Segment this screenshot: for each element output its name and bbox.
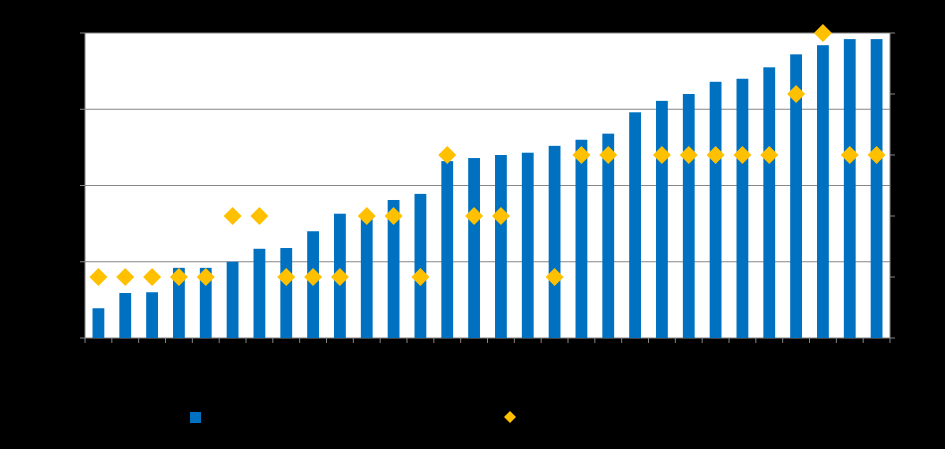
bar (870, 39, 883, 338)
bar (280, 248, 293, 338)
diamond-marker (491, 207, 510, 225)
bar (199, 267, 212, 338)
diamond-marker (813, 24, 832, 42)
diamond-marker (787, 85, 806, 103)
diamond-marker (89, 268, 108, 286)
diamond-marker (330, 268, 349, 286)
diamond-marker (357, 207, 376, 225)
bar (468, 158, 480, 338)
bar (629, 112, 641, 338)
bar (790, 54, 802, 338)
bar (253, 248, 266, 338)
diamond-marker (411, 268, 430, 286)
bar (602, 133, 615, 338)
diamond-marker (465, 207, 484, 225)
bar (763, 67, 776, 338)
bar (173, 267, 185, 338)
bar (682, 94, 695, 338)
diamond-marker (196, 268, 215, 286)
bar (226, 261, 239, 338)
diamond-marker (277, 268, 296, 286)
bar (92, 308, 105, 338)
diamond-marker (438, 146, 457, 164)
legend-marker (190, 412, 201, 423)
diamond-marker (733, 146, 752, 164)
bar (146, 292, 158, 338)
bar (548, 145, 561, 338)
diamond-marker (840, 146, 859, 164)
bar (521, 152, 534, 338)
diamond-marker (545, 268, 564, 286)
diamond-marker (652, 146, 671, 164)
diamond-marker (679, 146, 698, 164)
legend-marker (504, 411, 516, 423)
diamond-marker (572, 146, 591, 164)
diamond-marker (304, 268, 323, 286)
bar (709, 81, 722, 339)
diamond-marker (143, 268, 162, 286)
bar (387, 199, 400, 338)
bar (575, 139, 588, 338)
diamond-marker (706, 146, 725, 164)
bar (414, 193, 427, 338)
diamond-marker (760, 146, 779, 164)
diamond-marker (384, 207, 403, 225)
bar (736, 78, 749, 338)
diamond-marker (169, 268, 188, 286)
diamond-marker (116, 268, 135, 286)
diamond-marker (599, 146, 618, 164)
bar (441, 161, 454, 338)
bar (817, 45, 829, 338)
diamond-marker (250, 207, 269, 225)
bar (495, 155, 507, 338)
bar (843, 39, 856, 338)
bar (119, 293, 132, 338)
bar (360, 214, 373, 338)
diamond-marker (223, 207, 242, 225)
bar (656, 100, 668, 338)
diamond-marker (867, 146, 886, 164)
